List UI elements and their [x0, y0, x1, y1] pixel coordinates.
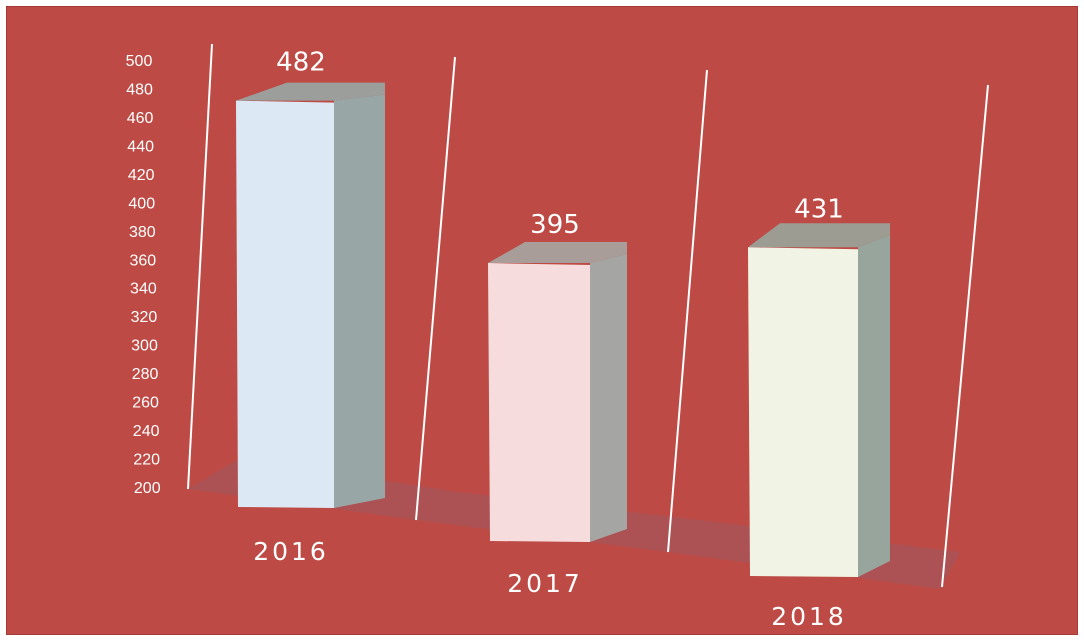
bar-side-face [858, 235, 890, 578]
x-category-label: 2017 [507, 569, 583, 598]
bar-2016 [236, 100, 334, 509]
value-label: 431 [794, 194, 844, 224]
y-tick-label: 360 [129, 252, 156, 269]
y-tick-label: 420 [128, 167, 155, 184]
bar-top-face [488, 242, 627, 264]
y-tick-label: 480 [126, 81, 153, 98]
y-tick-label: 200 [134, 480, 161, 497]
divider-line [941, 84, 989, 588]
bar-2017 [488, 263, 590, 542]
y-tick-label: 440 [127, 138, 154, 155]
y-tick-label: 460 [127, 110, 154, 127]
bar-2018 [748, 247, 858, 578]
y-tick-label: 280 [132, 366, 159, 383]
y-tick-label: 240 [133, 423, 160, 440]
y-tick-label: 300 [131, 338, 158, 355]
divider-line [187, 43, 213, 490]
x-category-label: 2016 [253, 537, 329, 566]
value-label: 395 [530, 210, 580, 240]
y-tick-label: 220 [133, 452, 160, 469]
bar-top-face [748, 223, 890, 248]
y-tick-label: 380 [129, 224, 156, 241]
y-tick-label: 400 [128, 195, 155, 212]
x-category-label: 2018 [771, 602, 847, 631]
value-label: 482 [276, 48, 326, 78]
y-tick-label: 340 [130, 281, 157, 298]
divider-line [415, 56, 456, 521]
y-tick-label: 500 [126, 53, 153, 70]
y-tick-label: 260 [132, 395, 159, 412]
y-tick-label: 320 [131, 309, 158, 326]
bar-side-face [590, 254, 627, 543]
bar-top-face [236, 82, 385, 101]
bar-side-face [334, 94, 385, 509]
divider-line [667, 69, 708, 553]
